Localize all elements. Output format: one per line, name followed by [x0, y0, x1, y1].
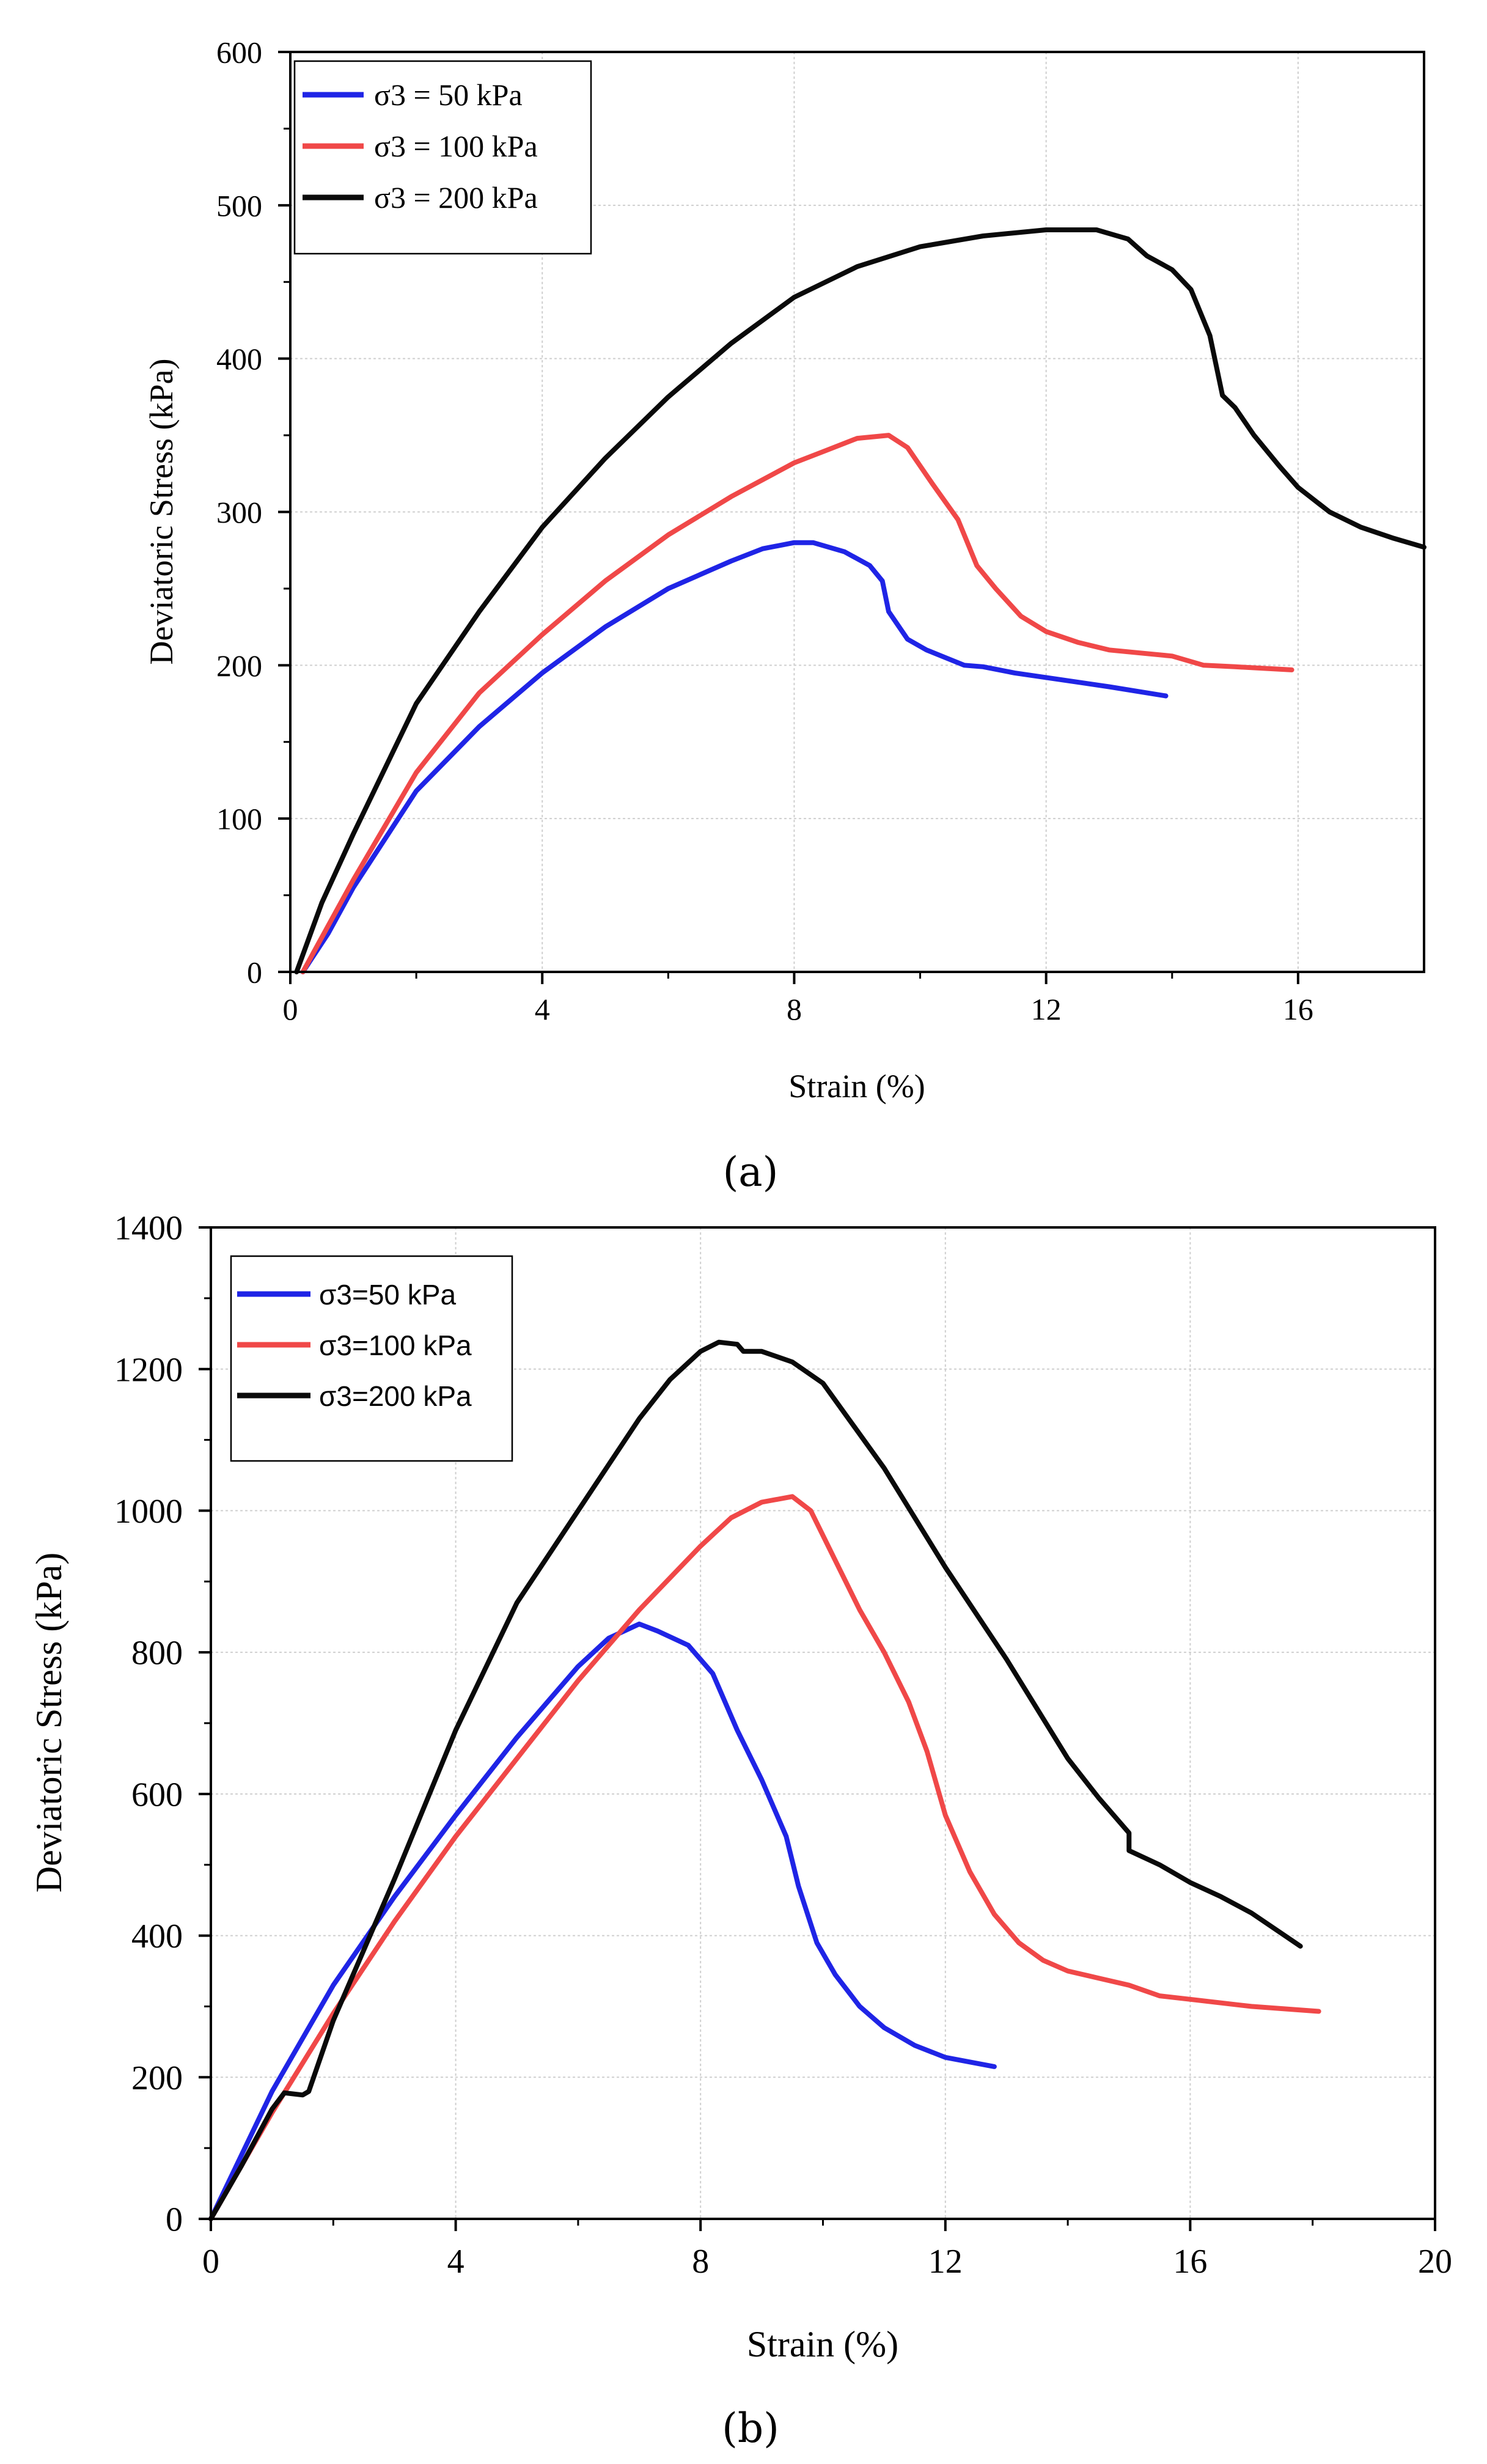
chart-a-series-line-1 [300, 433, 1294, 974]
chart-a-x-ticks: 0 4 8 12 16 [283, 972, 1313, 1026]
chart-a-legend-label-1: σ3 = 100 kPa [374, 129, 538, 163]
chart-a-y-tick-label-1: 100 [216, 802, 262, 836]
chart-b-y-tick-label-5: 1000 [114, 1493, 183, 1531]
chart-b-y-tick-label-0: 0 [166, 2201, 183, 2239]
chart-b-y-tick-label-7: 1400 [114, 1210, 183, 1248]
chart-b-series-line-0 [208, 1621, 997, 2221]
chart-b: 0 4 8 12 16 20 0 200 400 600 800 1000 1200 1400 Stra… [29, 1210, 1452, 2452]
chart-b-x-tick-label-5: 20 [1418, 2243, 1452, 2281]
chart-b-y-tick-label-6: 1200 [114, 1351, 183, 1389]
chart-b-x-ticks: 0 4 8 12 16 20 [202, 2219, 1452, 2281]
chart-b-series-line-1 [208, 1494, 1321, 2221]
chart-b-legend-label-1: σ3=100 kPa [319, 1329, 472, 1361]
chart-b-x-tick-label-0: 0 [202, 2243, 219, 2281]
chart-b-legend-box [230, 1255, 513, 1462]
chart-a-xlabel: Strain (%) [788, 1068, 925, 1105]
chart-a-panel-label: (a) [723, 1149, 779, 1196]
chart-b-y-ticks: 0 200 400 600 800 1000 1200 1400 [114, 1210, 211, 2239]
chart-b-x-tick-label-2: 8 [692, 2243, 709, 2281]
chart-a-y-tick-label-3: 300 [216, 495, 262, 529]
chart-b-x-tick-label-3: 12 [928, 2243, 963, 2281]
chart-b-y-tick-label-3: 600 [131, 1776, 183, 1814]
chart-b-ylabel: Deviatoric Stress (kPa) [29, 1553, 69, 1893]
chart-b-series-group [208, 1339, 1321, 2221]
chart-b-legend: σ3=50 kPa σ3=100 kPa σ3=200 kPa [230, 1255, 513, 1462]
chart-b-panel-label: (b) [722, 2405, 779, 2452]
chart-a-y-tick-label-5: 500 [216, 188, 262, 222]
chart-b-x-tick-label-1: 4 [447, 2243, 464, 2281]
chart-a-legend-label-2: σ3 = 200 kPa [374, 180, 538, 215]
chart-b-legend-label-0: σ3=50 kPa [319, 1279, 456, 1311]
chart-a: 0 4 8 12 16 0 100 200 300 400 500 600 Strain (%) D… [143, 35, 1426, 1196]
chart-a-x-tick-label-4: 16 [1283, 992, 1313, 1026]
chart-a-x-tick-label-1: 4 [535, 992, 550, 1026]
chart-a-y-tick-label-0: 0 [247, 955, 262, 990]
chart-a-ylabel: Deviatoric Stress (kPa) [143, 359, 180, 665]
chart-b-y-tick-label-4: 800 [131, 1635, 183, 1672]
chart-b-y-tick-label-1: 200 [131, 2059, 183, 2097]
chart-a-y-tick-label-4: 400 [216, 342, 262, 376]
chart-a-y-tick-label-2: 200 [216, 649, 262, 683]
chart-a-series-line-0 [300, 540, 1169, 974]
chart-a-x-tick-label-0: 0 [283, 992, 298, 1026]
chart-b-series-line-2 [208, 1339, 1303, 2221]
chart-a-y-tick-label-6: 600 [216, 35, 262, 70]
chart-a-y-ticks: 0 100 200 300 400 500 600 [216, 35, 290, 990]
chart-b-y-tick-label-2: 400 [131, 1918, 183, 1955]
chart-b-x-tick-label-4: 16 [1173, 2243, 1207, 2281]
chart-a-legend-label-0: σ3 = 50 kPa [374, 78, 523, 112]
chart-b-grid [211, 1227, 1435, 2219]
chart-b-xlabel: Strain (%) [747, 2324, 898, 2364]
chart-a-series-line-2 [294, 227, 1426, 974]
chart-b-legend-label-2: σ3=200 kPa [319, 1380, 472, 1412]
chart-a-x-tick-label-3: 12 [1031, 992, 1062, 1026]
chart-a-series-group [294, 227, 1426, 974]
chart-a-x-tick-label-2: 8 [787, 992, 802, 1026]
chart-a-legend: σ3 = 50 kPa σ3 = 100 kPa σ3 = 200 kPa [293, 60, 592, 255]
